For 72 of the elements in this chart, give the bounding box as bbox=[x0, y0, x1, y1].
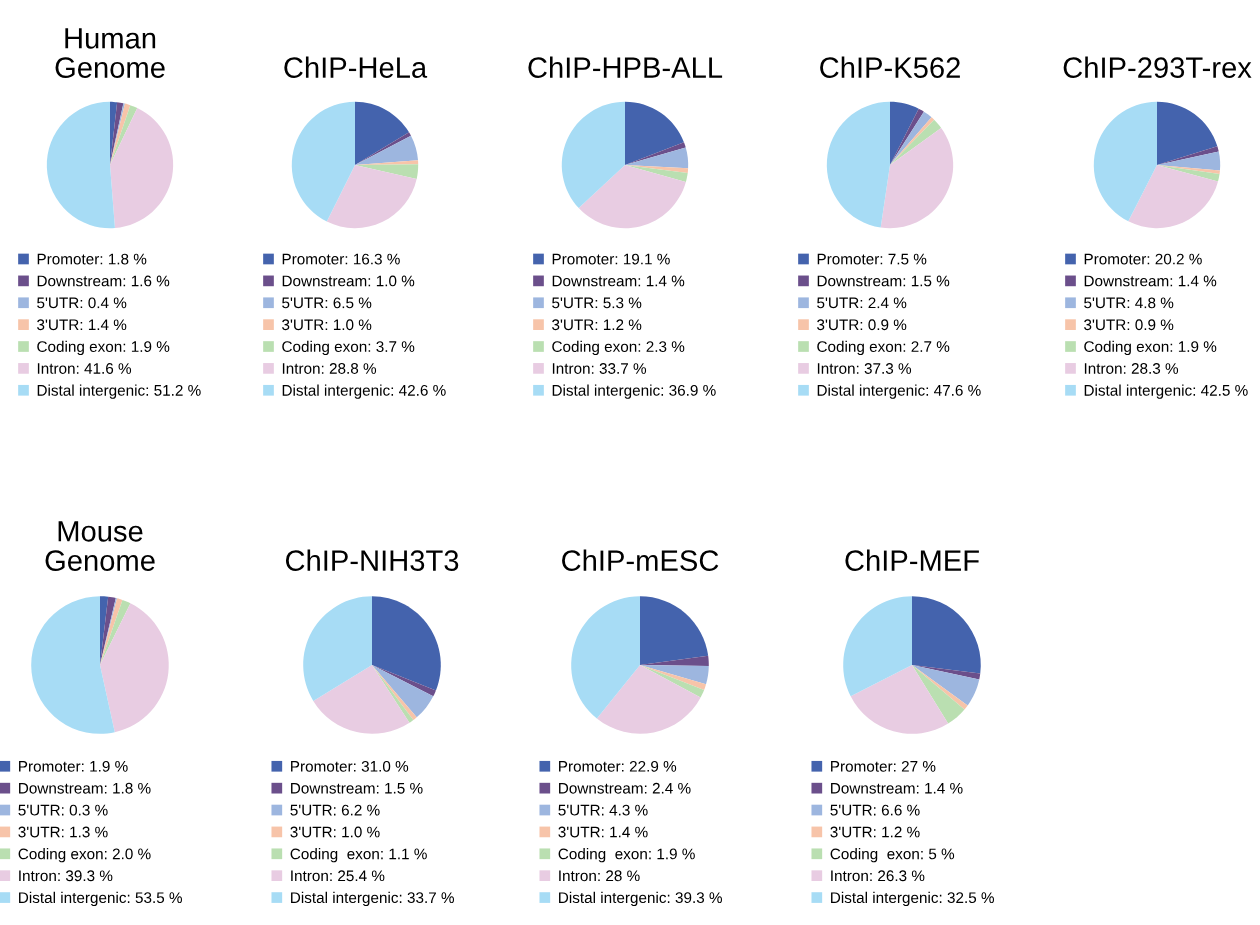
legend-label: Downstream: 1.5 % bbox=[291, 782, 423, 794]
legend-label: Promoter: 31.0 % bbox=[291, 760, 409, 772]
legend-label: 3'UTR: 1.4 % bbox=[37, 319, 127, 331]
legend-label: Promoter: 22.9 % bbox=[559, 760, 677, 772]
legend-label: Downstream: 1.6 % bbox=[37, 275, 170, 287]
legend-label: Intron: 26.3 % bbox=[831, 870, 925, 882]
legend-label: 5'UTR: 4.8 % bbox=[1084, 297, 1174, 309]
legend-label: Downstream: 1.4 % bbox=[831, 782, 963, 794]
legend-label: 3'UTR: 1.4 % bbox=[558, 826, 648, 838]
legend-label: Coding exon: 1.9 % bbox=[1084, 340, 1217, 356]
legend-label: 3'UTR: 0.9 % bbox=[817, 319, 907, 331]
legend-label: Coding exon: 1.9 % bbox=[37, 340, 170, 356]
legend-label: 3'UTR: 1.3 % bbox=[18, 826, 108, 838]
legend-label: Distal intergenic: 39.3 % bbox=[559, 891, 722, 907]
chart-title: ChIP-HPB-ALL bbox=[528, 56, 723, 78]
legend-label: Distal intergenic: 51.2 % bbox=[37, 384, 201, 399]
legend-label: Intron: 39.3 % bbox=[19, 870, 113, 882]
legend-label: Coding exon: 2.3 % bbox=[552, 340, 685, 356]
legend-label: 5'UTR: 4.3 % bbox=[558, 804, 648, 816]
legend-label: Intron: 33.7 % bbox=[552, 363, 647, 374]
legend-label: Intron: 37.3 % bbox=[817, 363, 912, 374]
legend-label: Coding exon: 3.7 % bbox=[282, 340, 415, 356]
legend-label: Promoter: 16.3 % bbox=[282, 253, 400, 265]
legend-label: Downstream: 2.4 % bbox=[559, 782, 691, 794]
legend-label: 5'UTR: 6.5 % bbox=[282, 297, 372, 309]
legend-label: Promoter: 7.5 % bbox=[817, 253, 927, 265]
legend-label: Distal intergenic: 47.6 % bbox=[817, 384, 981, 399]
legend-label: Intron: 25.4 % bbox=[291, 870, 385, 882]
legend-label: Distal intergenic: 32.5 % bbox=[831, 891, 994, 907]
chart-title: ChIP-MEF bbox=[845, 549, 979, 571]
legend-label: 5'UTR: 5.3 % bbox=[552, 297, 642, 309]
legend-label: 5'UTR: 6.2 % bbox=[290, 804, 380, 816]
legend-label: Intron: 28.3 % bbox=[1084, 363, 1179, 374]
legend-label: Coding exon: 5 % bbox=[830, 848, 955, 863]
legend-label: Downstream: 1.4 % bbox=[552, 275, 685, 287]
legend-label: Promoter: 19.1 % bbox=[552, 253, 670, 265]
chart-title: ChIP-mESC bbox=[562, 549, 719, 571]
legend-label: Downstream: 1.0 % bbox=[282, 275, 415, 287]
legend-label: 5'UTR: 0.4 % bbox=[37, 297, 127, 309]
legend-label: Coding exon: 2.0 % bbox=[18, 848, 151, 863]
chart-title: ChIP-293T-rex bbox=[1063, 56, 1252, 78]
chart-title: Human Genome bbox=[55, 28, 165, 78]
legend-label: 3'UTR: 1.2 % bbox=[552, 319, 642, 331]
legend-label: Downstream: 1.8 % bbox=[19, 782, 151, 794]
legend-label: 5'UTR: 0.3 % bbox=[18, 804, 108, 816]
legend-label: Downstream: 1.5 % bbox=[817, 275, 950, 287]
chart-title: ChIP-NIH3T3 bbox=[285, 549, 459, 571]
legend-label: Distal intergenic: 53.5 % bbox=[19, 891, 182, 907]
legend-label: 5'UTR: 2.4 % bbox=[817, 297, 907, 309]
legend-label: Promoter: 1.8 % bbox=[37, 253, 147, 265]
legend-label: Distal intergenic: 42.5 % bbox=[1084, 384, 1248, 399]
legend-label: Promoter: 27 % bbox=[831, 760, 936, 772]
legend-label: Coding exon: 1.1 % bbox=[290, 848, 427, 863]
legend-label: Distal intergenic: 33.7 % bbox=[291, 891, 454, 907]
legend-label: Intron: 41.6 % bbox=[37, 363, 132, 374]
legend-label: 3'UTR: 0.9 % bbox=[1084, 319, 1174, 331]
legend-label: Intron: 28 % bbox=[559, 870, 640, 882]
legend-label: Promoter: 20.2 % bbox=[1084, 253, 1202, 265]
legend-label: Coding exon: 1.9 % bbox=[558, 848, 695, 863]
legend-label: Intron: 28.8 % bbox=[282, 363, 377, 374]
chart-title: ChIP-K562 bbox=[820, 56, 960, 78]
legend-label: Promoter: 1.9 % bbox=[19, 760, 128, 772]
legend-label: 3'UTR: 1.0 % bbox=[290, 826, 380, 838]
chart-title: Mouse Genome bbox=[45, 521, 155, 571]
legend-label: Coding exon: 2.7 % bbox=[817, 340, 950, 356]
legend-label: 3'UTR: 1.2 % bbox=[830, 826, 920, 838]
legend-label: 3'UTR: 1.0 % bbox=[282, 319, 372, 331]
legend-label: Downstream: 1.4 % bbox=[1084, 275, 1217, 287]
legend-label: Distal intergenic: 42.6 % bbox=[282, 384, 446, 399]
legend-label: 5'UTR: 6.6 % bbox=[830, 804, 920, 816]
chart-title: ChIP-HeLa bbox=[284, 56, 428, 78]
legend-label: Distal intergenic: 36.9 % bbox=[552, 384, 716, 399]
